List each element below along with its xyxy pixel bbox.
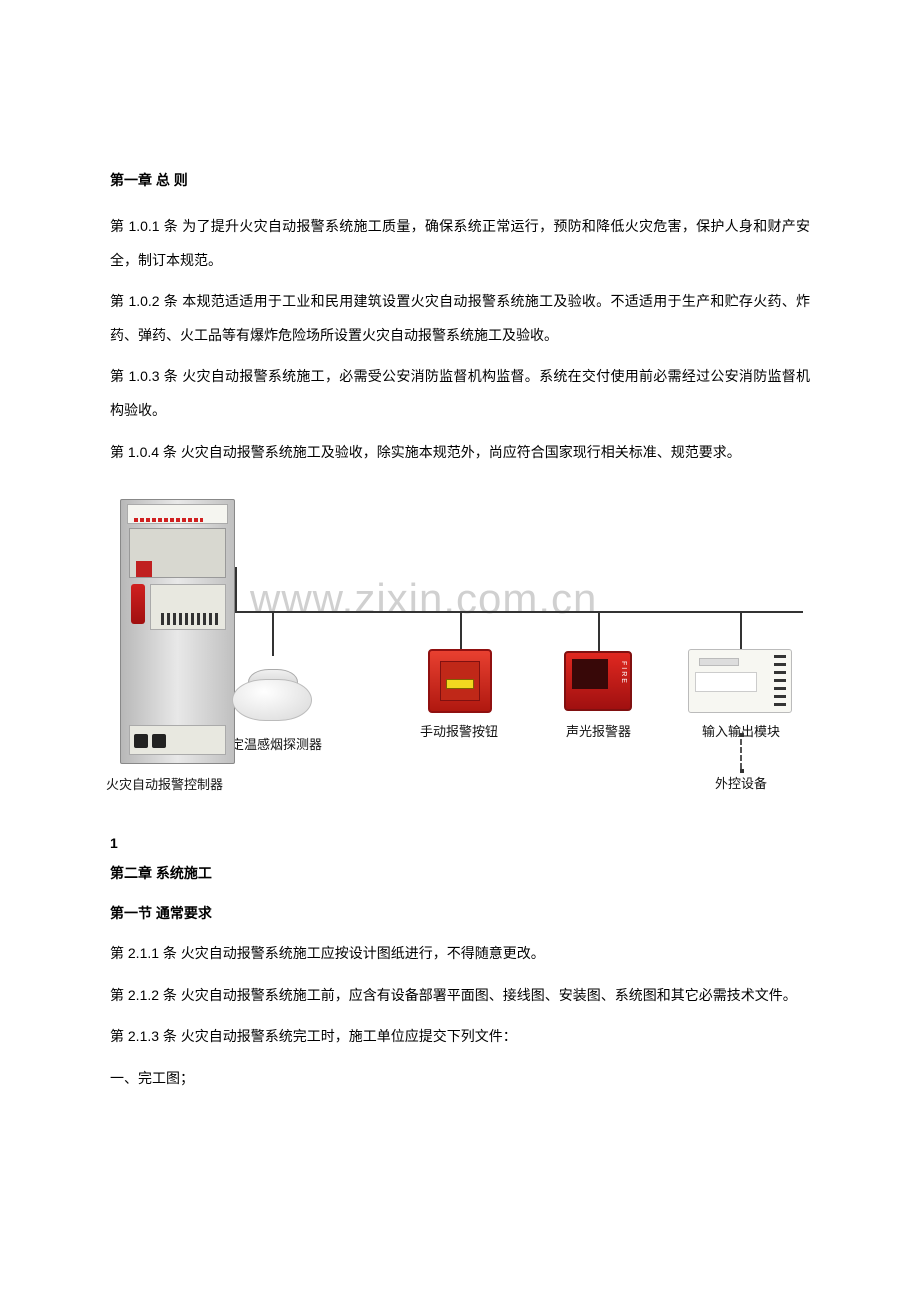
clause-num: 1.0.2 xyxy=(128,293,159,309)
fire-alarm-controller xyxy=(120,499,235,764)
list-item-1: 一、完工图； xyxy=(110,1062,810,1096)
clause-text: 条 火灾自动报警系统施工及验收，除实施本规范外，尚应符合国家现行相关标准、规范要… xyxy=(163,444,741,460)
manual-bar xyxy=(446,679,474,689)
cabinet-screen xyxy=(129,528,226,578)
smoke-detector xyxy=(222,657,322,727)
clause-num: 1.0.4 xyxy=(128,444,159,460)
io-chip xyxy=(699,658,739,666)
clause-num: 2.1.2 xyxy=(128,987,159,1003)
clause-1-0-1: 第 1.0.1 条 为了提升火灾自动报警系统施工质量，确保系统正常运行，预防和降… xyxy=(110,210,810,277)
wire xyxy=(740,611,742,649)
clause-text: 条 火灾自动报警系统完工时，施工单位应提交下列文件： xyxy=(163,1028,517,1044)
external-label: 外控设备 xyxy=(715,773,767,792)
io-label: 输入输出模块 xyxy=(702,721,780,740)
page-number: 1 xyxy=(110,835,810,851)
wire xyxy=(272,611,274,656)
audible-visual-alarm xyxy=(564,651,632,711)
clause-num: 2.1.1 xyxy=(128,945,159,961)
clause-text: 条 火灾自动报警系统施工应按设计图纸进行，不得随意更改。 xyxy=(163,945,545,961)
manual-label: 手动报警按钮 xyxy=(420,721,498,740)
control-panel xyxy=(150,584,226,630)
fire-alarm-system-diagram: www.zixin.com.cn 火灾自动报警控制器 差定温感烟探测器 手动报警… xyxy=(110,499,810,819)
controller-label: 火灾自动报警控制器 xyxy=(106,774,223,793)
io-dashed-link xyxy=(740,739,742,769)
chapter2-title: 第二章 系统施工 xyxy=(110,863,810,883)
chapter1-title: 第一章 总 则 xyxy=(110,170,810,190)
clause-num: 1.0.1 xyxy=(128,218,159,234)
clause-2-1-2: 第 2.1.2 条 火灾自动报警系统施工前，应含有设备部署平面图、接线图、安装图… xyxy=(110,979,810,1013)
clause-text: 条 为了提升火灾自动报警系统施工质量，确保系统正常运行，预防和降低火灾危害，保护… xyxy=(110,218,810,268)
handset xyxy=(131,584,145,624)
wire xyxy=(598,611,600,656)
clause-num: 2.1.3 xyxy=(128,1028,159,1044)
wire xyxy=(235,567,237,611)
clause-text: 条 本规范适适用于工业和民用建筑设置火灾自动报警系统施工及验收。不适适用于生产和… xyxy=(110,293,810,343)
detector-body xyxy=(232,679,312,721)
section-2-1-title: 第一节 通常要求 xyxy=(110,903,810,923)
clause-2-1-3: 第 2.1.3 条 火灾自动报警系统完工时，施工单位应提交下列文件： xyxy=(110,1020,810,1054)
screen-indicator xyxy=(136,561,152,577)
clause-text: 条 火灾自动报警系统施工，必需受公安消防监督机构监督。系统在交付使用前必需经过公… xyxy=(110,368,810,418)
cabinet-header xyxy=(127,504,228,524)
clause-2-1-1: 第 2.1.1 条 火灾自动报警系统施工应按设计图纸进行，不得随意更改。 xyxy=(110,937,810,971)
alarm-label: 声光报警器 xyxy=(566,721,631,740)
manual-alarm-button xyxy=(428,649,492,713)
clause-text: 条 火灾自动报警系统施工前，应含有设备部署平面图、接线图、安装图、系统图和其它必… xyxy=(163,987,797,1003)
watermark-text: www.zixin.com.cn xyxy=(250,575,597,623)
clause-num: 1.0.3 xyxy=(128,368,159,384)
clause-1-0-3: 第 1.0.3 条 火灾自动报警系统施工，必需受公安消防监督机构监督。系统在交付… xyxy=(110,360,810,427)
cabinet-bottom xyxy=(129,725,226,755)
wire-bus xyxy=(235,611,803,613)
clause-1-0-4: 第 1.0.4 条 火灾自动报警系统施工及验收，除实施本规范外，尚应符合国家现行… xyxy=(110,436,810,470)
io-module xyxy=(688,649,792,713)
clause-1-0-2: 第 1.0.2 条 本规范适适用于工业和民用建筑设置火灾自动报警系统施工及验收。… xyxy=(110,285,810,352)
